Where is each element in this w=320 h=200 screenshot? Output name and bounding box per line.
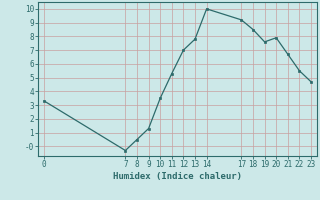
X-axis label: Humidex (Indice chaleur): Humidex (Indice chaleur) [113, 172, 242, 181]
